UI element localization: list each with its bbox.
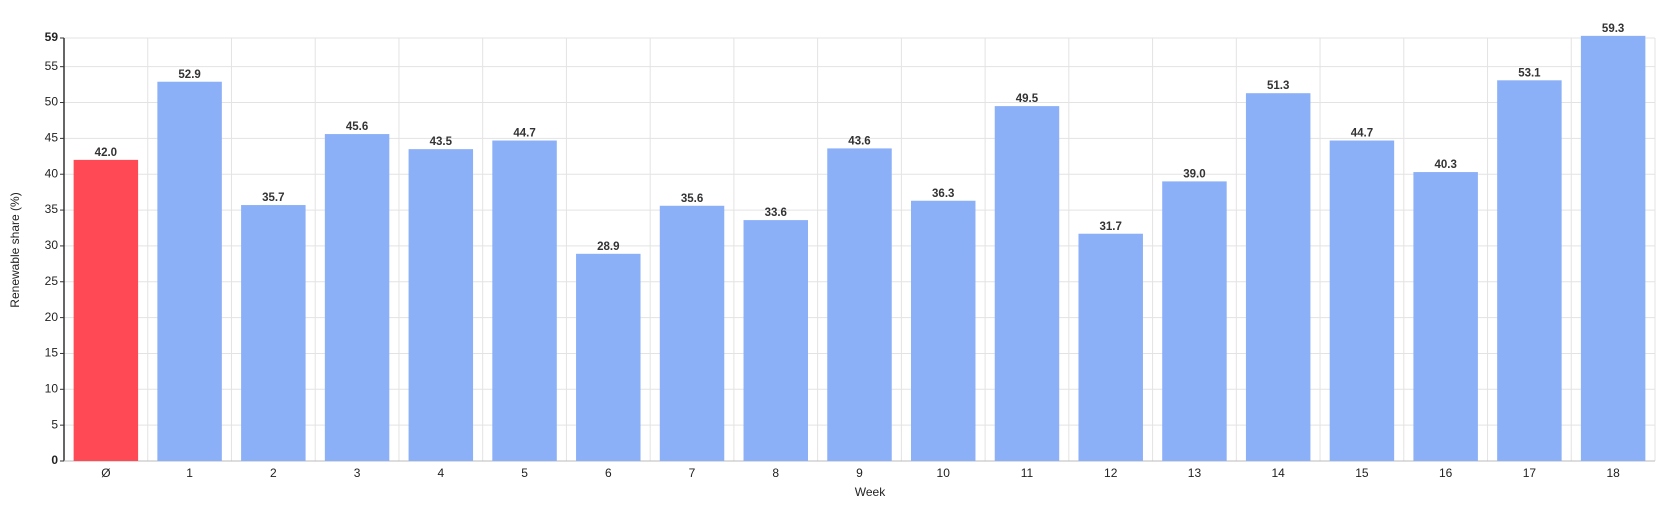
y-tick-label: 55 <box>45 59 59 73</box>
bar <box>659 205 725 461</box>
value-label: 40.3 <box>1434 159 1456 171</box>
x-tick-label: 16 <box>1439 466 1453 480</box>
y-tick-label: 5 <box>51 417 58 431</box>
value-label: 35.7 <box>262 192 284 204</box>
x-tick-label: 10 <box>937 466 951 480</box>
bar <box>324 134 390 462</box>
value-label: 33.6 <box>765 207 787 219</box>
value-label: 36.3 <box>932 188 954 200</box>
value-label: 28.9 <box>597 241 619 253</box>
x-tick-label: 18 <box>1606 466 1620 480</box>
bar <box>408 149 474 461</box>
x-tick-label: 15 <box>1355 466 1369 480</box>
value-label: 43.5 <box>430 136 453 148</box>
value-label: 51.3 <box>1267 80 1289 92</box>
value-label: 42.0 <box>95 147 117 159</box>
value-label: 43.6 <box>848 135 870 147</box>
bar <box>827 148 892 462</box>
y-tick-label: 15 <box>45 346 59 360</box>
x-tick-label: 4 <box>437 466 444 480</box>
x-tick-label: 2 <box>270 466 277 480</box>
x-axis-label: Week <box>855 485 886 499</box>
value-label: 53.1 <box>1518 67 1541 79</box>
x-tick-label: 17 <box>1523 466 1537 480</box>
x-tick-label: 3 <box>354 466 361 480</box>
y-tick-label: 45 <box>45 131 59 145</box>
value-label: 49.5 <box>1016 93 1039 105</box>
y-tick-label: 35 <box>45 202 59 216</box>
x-tick-label: 5 <box>521 466 528 480</box>
y-tick-label: 10 <box>45 381 59 395</box>
x-tick-label: 11 <box>1021 466 1034 480</box>
x-tick-label: 9 <box>856 466 863 480</box>
value-label: 52.9 <box>178 69 200 81</box>
y-tick-label: 59 <box>45 30 59 44</box>
bar <box>73 159 139 462</box>
x-tick-label: 12 <box>1104 466 1118 480</box>
y-tick-label: 40 <box>45 166 59 180</box>
value-label: 59.3 <box>1602 23 1624 35</box>
value-label: 44.7 <box>1351 128 1373 140</box>
bar <box>743 220 809 461</box>
x-tick-label: 7 <box>689 466 696 480</box>
x-tick-label: 6 <box>605 466 612 480</box>
y-tick-label: 50 <box>45 95 59 109</box>
bar <box>1245 93 1311 462</box>
bar <box>1162 181 1227 461</box>
bar <box>492 140 557 461</box>
value-label: 45.6 <box>346 121 368 133</box>
y-tick-label: 30 <box>45 238 59 252</box>
x-tick-label: 13 <box>1188 466 1202 480</box>
value-label: 39.0 <box>1183 168 1205 180</box>
x-tick-label: 1 <box>186 466 193 480</box>
bar <box>994 106 1060 461</box>
x-tick-label: 14 <box>1272 466 1286 480</box>
y-tick-label: 0 <box>51 453 58 467</box>
y-tick-label: 20 <box>45 310 59 324</box>
value-label: 31.7 <box>1100 221 1122 233</box>
x-tick-label: Ø <box>101 466 110 480</box>
value-label: 44.7 <box>513 128 535 140</box>
bar <box>1329 140 1395 461</box>
bar <box>1413 172 1478 461</box>
y-axis-label: Renewable share (%) <box>8 192 22 307</box>
bar <box>1497 80 1562 462</box>
bar <box>157 81 222 462</box>
bar <box>910 200 976 462</box>
y-tick-label: 25 <box>45 274 59 288</box>
x-tick-label: 8 <box>772 466 779 480</box>
bar <box>241 205 306 461</box>
bar <box>576 253 641 461</box>
bar <box>1580 35 1646 461</box>
value-label: 35.6 <box>681 193 703 205</box>
bar <box>1078 233 1143 461</box>
